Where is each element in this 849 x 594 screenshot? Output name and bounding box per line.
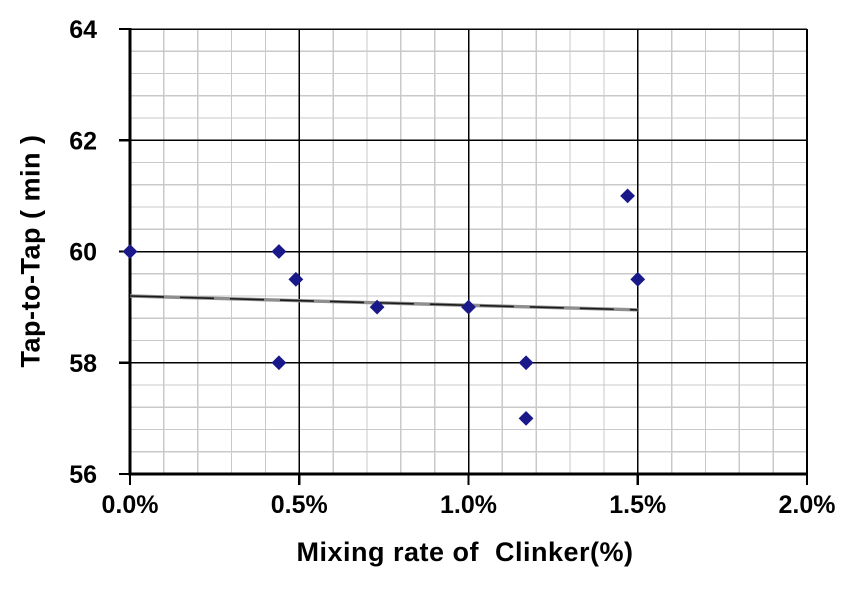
x-tick-label: 2.0% xyxy=(779,491,836,519)
x-tick-label: 1.0% xyxy=(440,491,497,519)
x-axis-title: Mixing rate of Clinker(%) xyxy=(296,537,634,567)
y-tick-label: 58 xyxy=(69,350,97,378)
y-axis-title: Tap-to-Tap ( min ) xyxy=(15,134,46,368)
y-tick-label: 64 xyxy=(69,16,97,44)
data-points xyxy=(122,188,646,426)
y-tick-labels: 56 58 60 62 64 xyxy=(69,16,97,489)
data-point-diamond xyxy=(620,188,635,204)
x-tick-label: 0.0% xyxy=(102,491,159,519)
axis-tick-marks xyxy=(119,27,809,485)
data-point-diamond xyxy=(518,355,534,371)
data-point-diamond xyxy=(518,410,534,426)
x-tick-label: 1.5% xyxy=(609,491,666,519)
x-tick-labels: 0.0% 0.5% 1.0% 1.5% 2.0% xyxy=(102,491,836,519)
trendline-inner xyxy=(129,295,638,311)
data-point-diamond xyxy=(630,271,646,287)
y-tick-label: 60 xyxy=(69,239,97,267)
data-point-diamond xyxy=(271,244,287,259)
x-tick-label: 0.5% xyxy=(271,491,328,519)
y-tick-label: 62 xyxy=(69,127,97,155)
data-point-diamond xyxy=(369,299,385,315)
y-tick-label: 56 xyxy=(69,461,97,489)
data-point-diamond xyxy=(271,355,287,371)
trendline xyxy=(129,294,638,312)
major-gridlines xyxy=(130,28,809,474)
data-point-diamond xyxy=(461,299,476,315)
data-point-diamond xyxy=(288,271,304,287)
data-point-diamond xyxy=(122,244,138,259)
